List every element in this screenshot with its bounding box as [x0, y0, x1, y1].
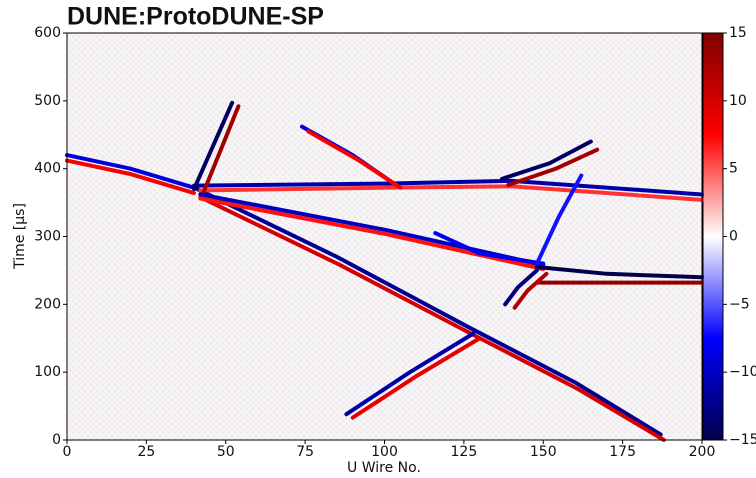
colorbar-tick-label: −15 — [729, 432, 756, 448]
colorbar-tick-label: −5 — [729, 296, 750, 312]
track — [198, 196, 546, 272]
x-tick-label: 0 — [63, 444, 72, 460]
track — [344, 331, 476, 417]
chart-title: DUNE:ProtoDUNE-SP — [67, 3, 324, 31]
track — [198, 184, 704, 202]
x-tick-label: 25 — [137, 444, 155, 460]
track — [65, 153, 196, 190]
y-axis-label: Time [μs] — [12, 203, 28, 270]
colorbar-tick-label: 10 — [729, 93, 747, 109]
track — [503, 268, 539, 307]
track — [534, 265, 704, 280]
colorbar-tick-label: 0 — [729, 229, 738, 245]
colorbar-tick-label: 5 — [729, 161, 738, 177]
track — [506, 147, 600, 187]
x-tick-label: 100 — [371, 444, 398, 460]
track — [306, 129, 403, 190]
track — [499, 139, 593, 181]
track — [534, 173, 584, 266]
colorbar-tick-label: −10 — [729, 364, 756, 380]
y-tick-label: 500 — [34, 93, 61, 109]
track — [350, 336, 482, 420]
plot-background — [67, 33, 702, 440]
track — [65, 158, 196, 196]
track — [201, 104, 241, 195]
x-axis-label: U Wire No. — [347, 460, 421, 476]
x-tick-label: 200 — [689, 444, 716, 460]
x-tick-label: 75 — [296, 444, 314, 460]
track — [195, 187, 663, 437]
y-tick-label: 0 — [52, 432, 61, 448]
y-tick-label: 300 — [34, 229, 61, 245]
x-tick-label: 175 — [609, 444, 636, 460]
colorbar — [702, 32, 724, 441]
colorbar-tick-label: 15 — [729, 25, 747, 41]
track — [192, 178, 704, 197]
x-tick-label: 125 — [451, 444, 478, 460]
x-tick-label: 50 — [217, 444, 235, 460]
track — [433, 231, 546, 266]
track — [512, 271, 549, 310]
y-tick-label: 400 — [34, 161, 61, 177]
y-tick-label: 200 — [34, 296, 61, 312]
y-tick-label: 100 — [34, 364, 61, 380]
track — [192, 100, 235, 192]
x-tick-label: 150 — [530, 444, 557, 460]
y-tick-label: 600 — [34, 25, 61, 41]
